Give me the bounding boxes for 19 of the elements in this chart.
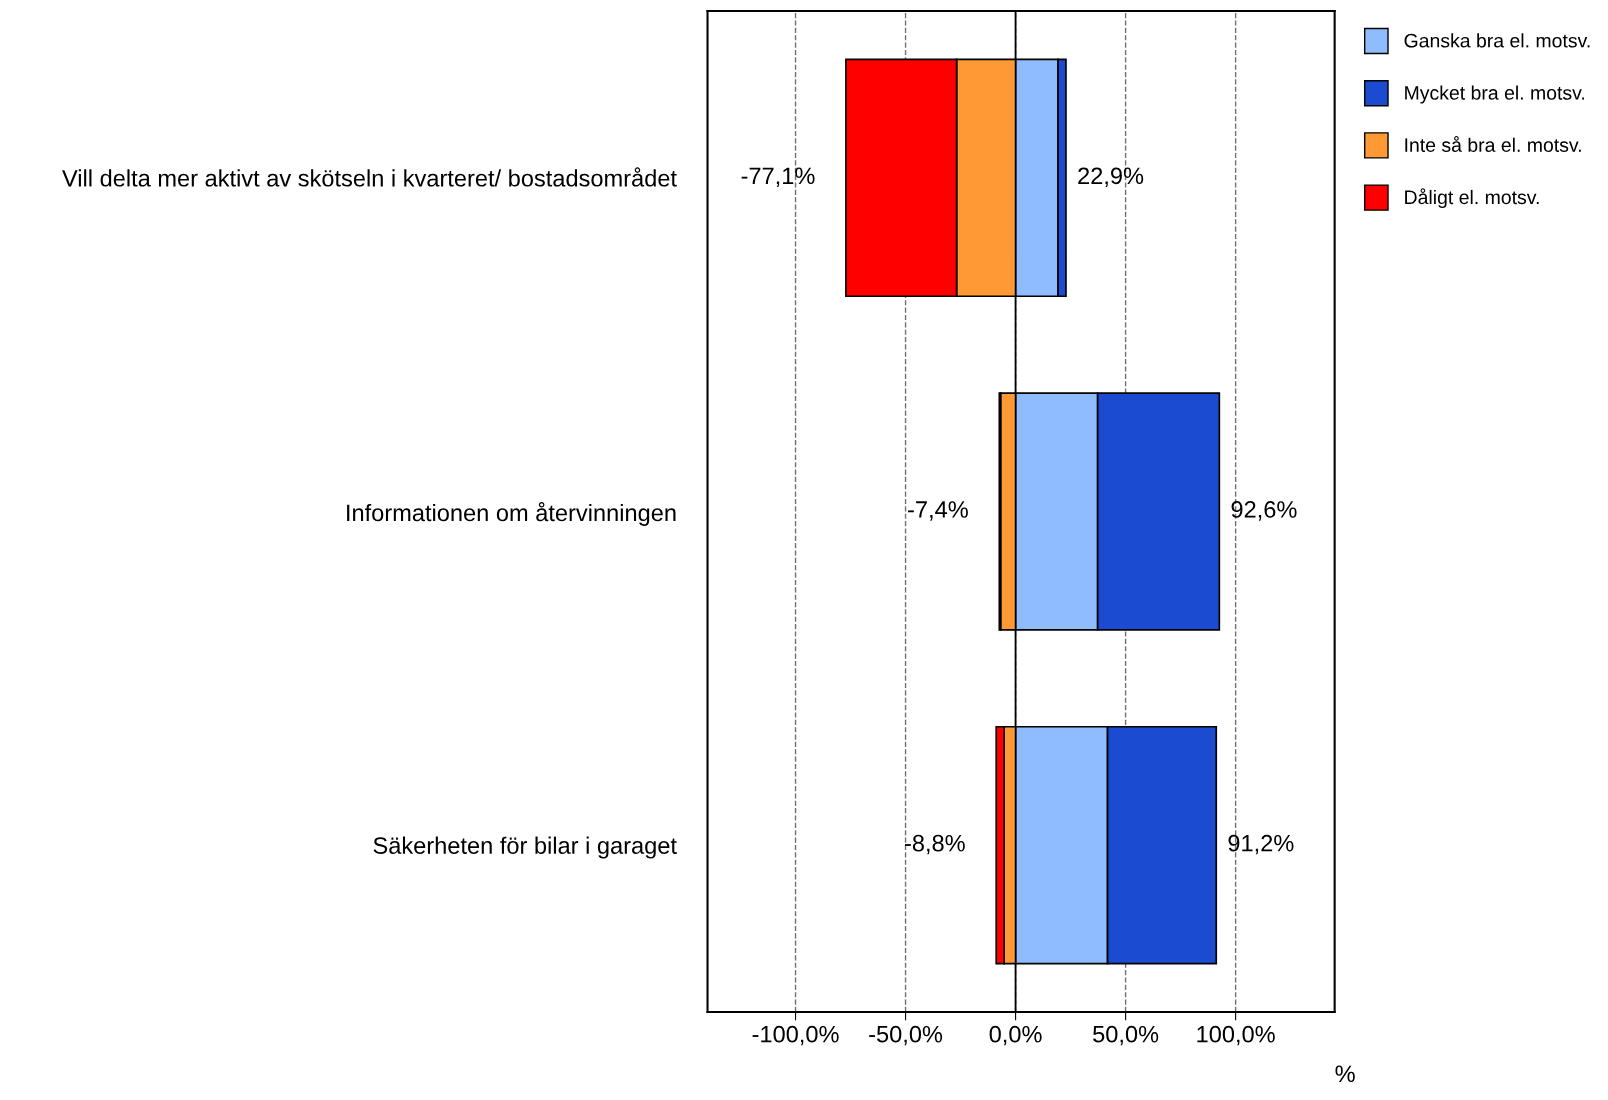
- x-tick-label: 100,0%: [1197, 1025, 1275, 1046]
- legend-label: Dåligt el. motsv.: [1405, 188, 1539, 209]
- y-tick-label: Informationen om återvinningen: [347, 501, 676, 526]
- x-tick-label: 0,0%: [989, 1025, 1042, 1046]
- annotation: -8,8%: [905, 834, 965, 855]
- annotation: 92,6%: [1231, 501, 1297, 521]
- legend-label: Ganska bra el. motsv.: [1404, 33, 1590, 48]
- x-tick-label: -100,0%: [752, 1025, 839, 1046]
- y-tick-label: Säkerheten för bilar i garaget: [373, 836, 677, 859]
- legend-label: Inte så bra el. motsv.: [1405, 136, 1581, 152]
- y-tick-label: Vill delta mer aktivt av skötseln i kvarteret/ bostadsområdet: [62, 167, 677, 187]
- x-tick-label: 50,0%: [1093, 1025, 1159, 1046]
- legend-label: Mycket bra el. motsv.: [1405, 85, 1585, 104]
- annotation: -7,4%: [908, 501, 968, 521]
- x-tick-label: -50,0%: [869, 1025, 943, 1046]
- x-axis-title: %: [1335, 1065, 1355, 1083]
- annotation: 22,9%: [1078, 167, 1144, 187]
- annotation: 91,2%: [1228, 834, 1294, 855]
- annotation: -77,1%: [741, 167, 815, 187]
